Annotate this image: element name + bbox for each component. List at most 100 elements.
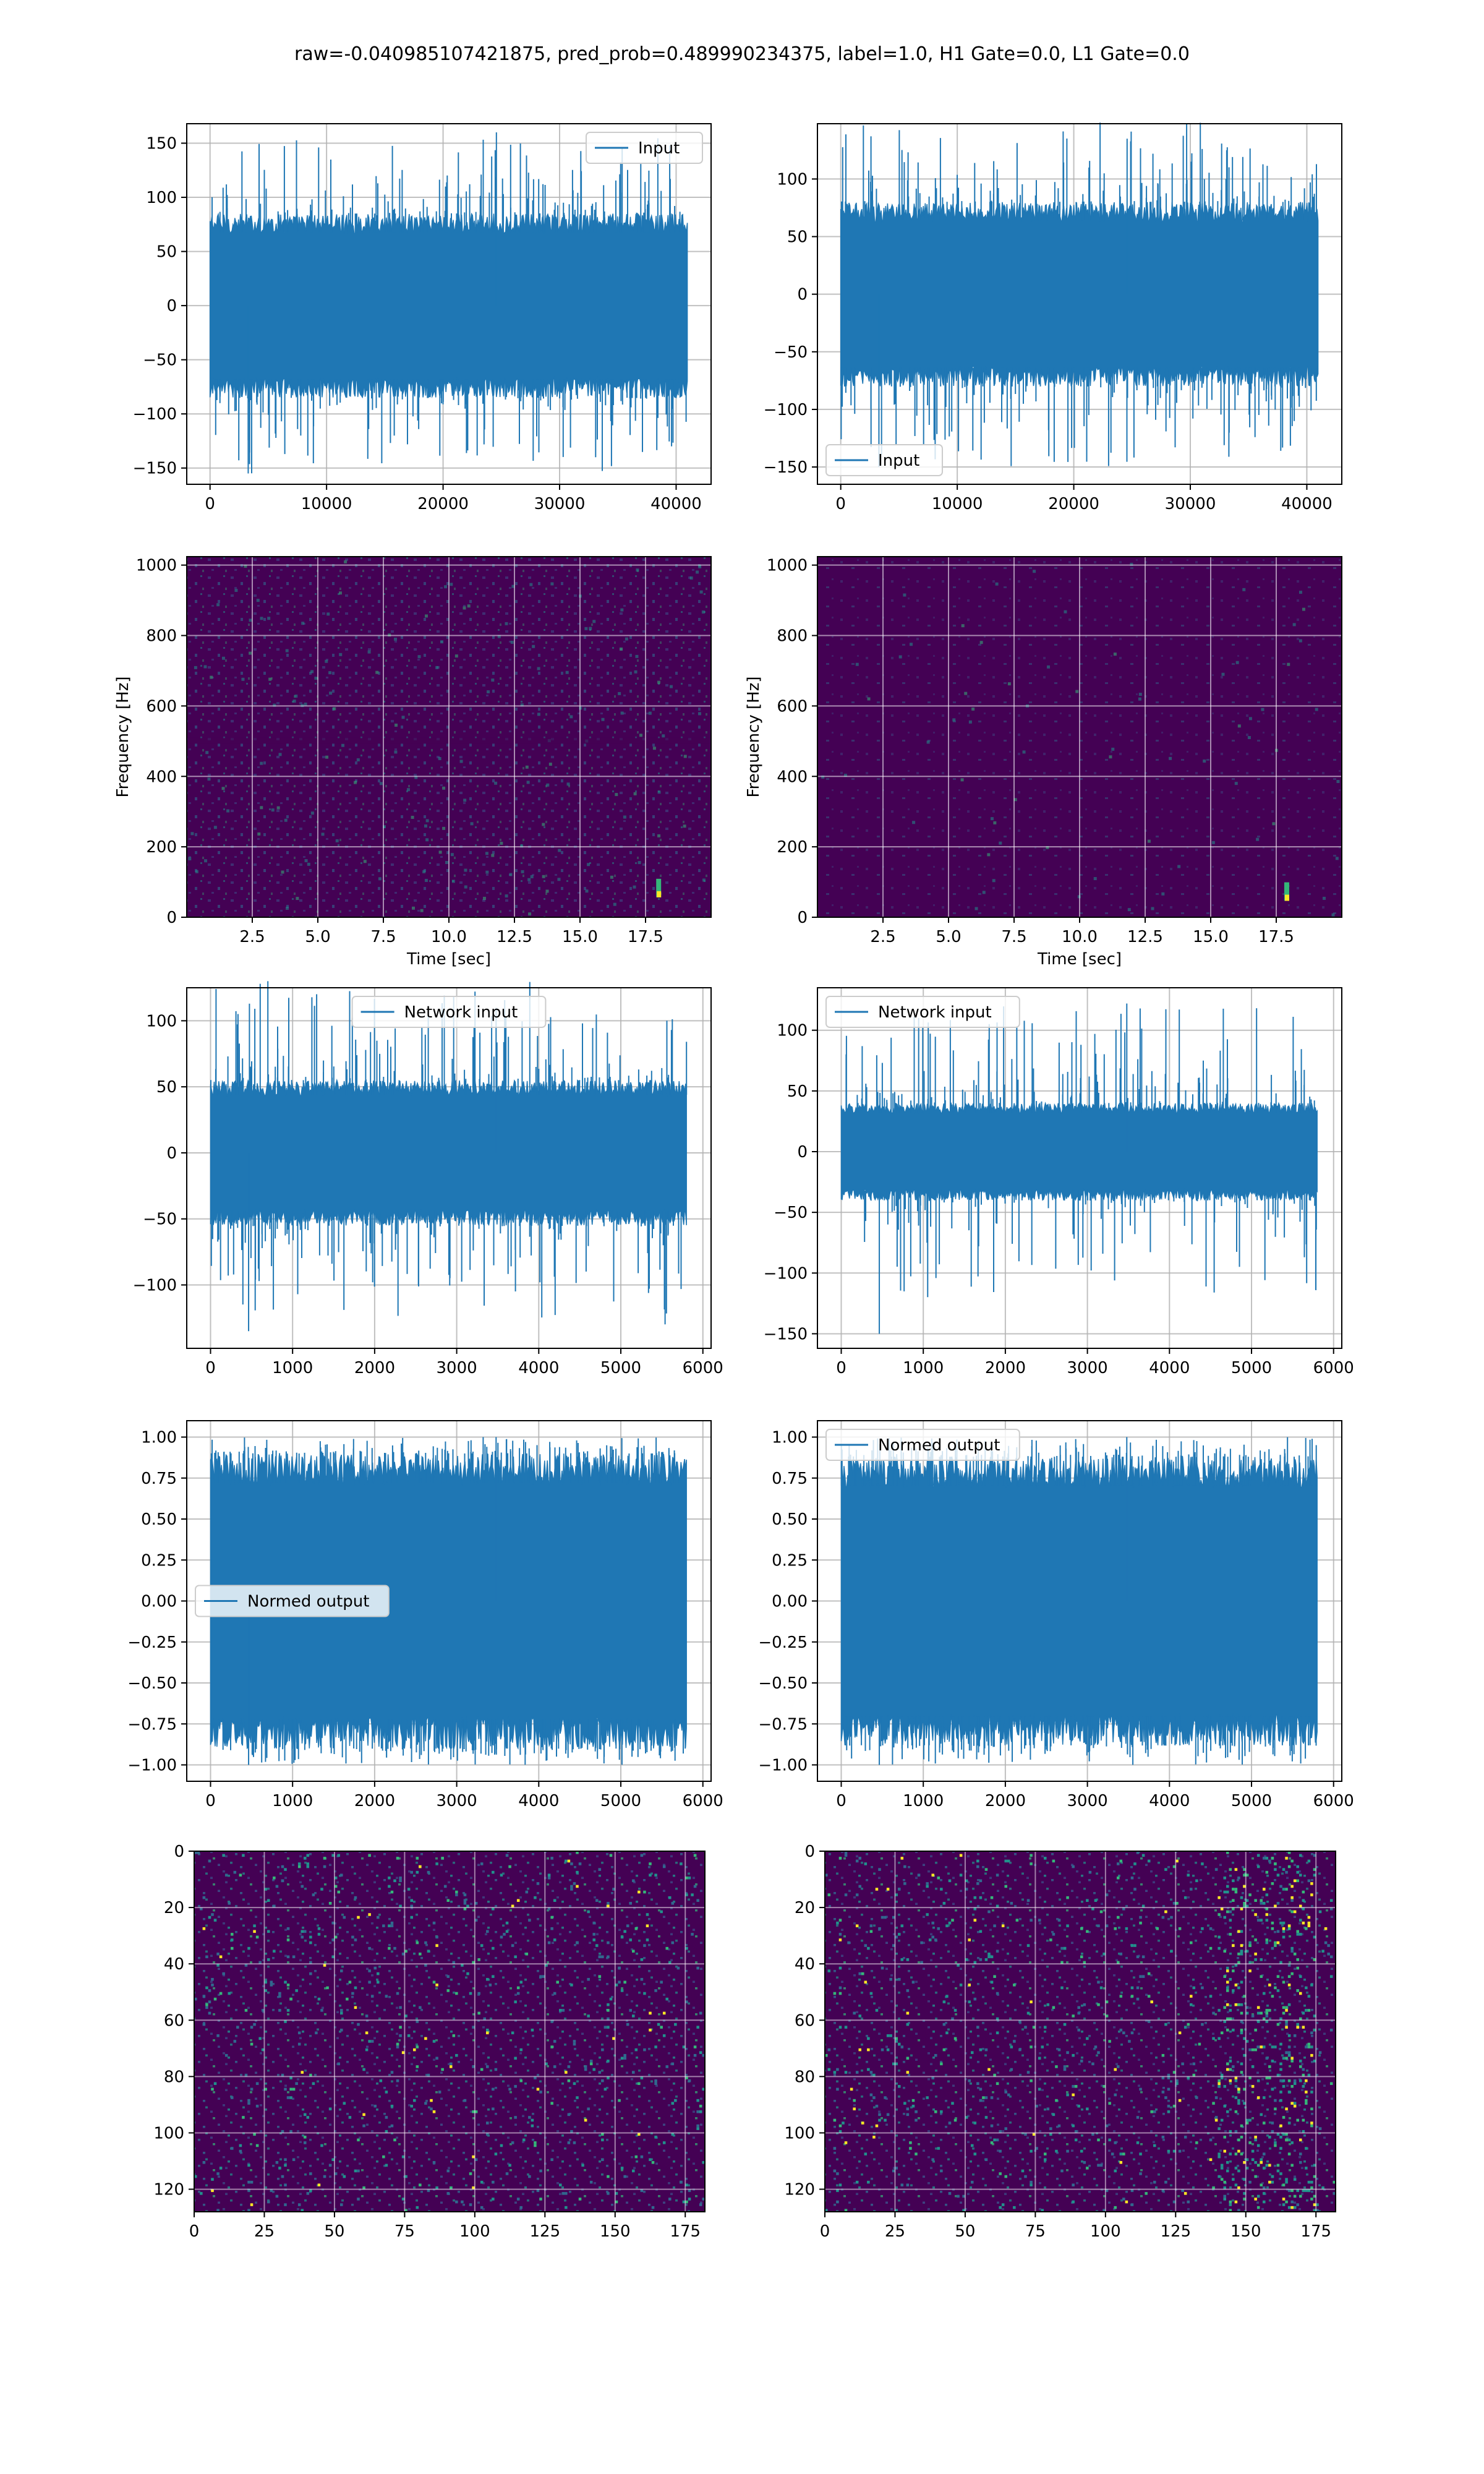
matrix-cell-bright [1256,2144,1260,2147]
matrix-cell [1263,1901,1266,1905]
y-tick-label: −0.75 [127,1715,177,1734]
spectrogram-speck [683,824,686,828]
matrix-cell [419,2006,422,2010]
x-tick-label: 12.5 [497,928,532,946]
matrix-cell [219,1955,223,1959]
matrix-cell [1041,2045,1044,2048]
matrix-cell [1279,1885,1282,1888]
x-tick-label: 40000 [1281,495,1333,513]
matrix-cell [825,1873,828,1877]
spectrogram-speck [903,593,906,597]
matrix-cell [1237,2209,1240,2212]
matrix-cell [942,2048,946,2052]
matrix-cell [623,2053,626,2057]
matrix-cell [1316,2209,1319,2212]
spectrogram-speck [566,782,570,786]
matrix-cell [357,1915,360,1919]
matrix-cell [1299,2152,1302,2155]
matrix-cell [1229,1910,1232,1914]
matrix-cell-bright [1274,1986,1277,1990]
matrix-cell [396,2042,399,2046]
matrix-cell [979,2048,983,2052]
matrix-cell [1321,2186,1324,2189]
matrix-cell [1097,2003,1100,2006]
spectrogram-speck [304,702,307,706]
spectrogram-speck [276,806,280,810]
matrix-cell [855,1924,859,1927]
matrix-cell [492,2198,495,2201]
spectrogram-speck [657,680,660,684]
matrix-cell-bright [1254,1913,1257,1916]
matrix-cell-bright [1271,1995,1274,1998]
spectrogram-speck [610,875,613,879]
matrix-cell [1161,2189,1165,2193]
matrix-cell [1248,2048,1252,2052]
spectrogram-speck [226,809,230,813]
matrix-cell [589,2062,593,2066]
matrix-cell-bright [1240,1896,1243,1899]
matrix-cell [1271,2129,1274,2133]
matrix-cell [957,2194,960,2198]
matrix-cell [680,1862,683,1865]
matrix-cell [1063,2065,1067,2068]
matrix-cell [1201,1986,1204,1990]
matrix-cell [984,2158,988,2162]
matrix-cell [390,2071,394,2074]
matrix-cell [486,1930,489,1933]
matrix-cell [492,1870,495,1874]
spectrogram-speck [550,582,554,586]
matrix-cell [634,2048,638,2052]
matrix-cell-bright [1232,1899,1235,1902]
matrix-cell [869,1992,873,1995]
matrix-cell [878,2118,881,2122]
matrix-cell [979,1958,983,1961]
matrix-cell [416,2206,419,2209]
matrix-cell [1063,2022,1067,2026]
matrix-cell [962,2209,965,2212]
matrix-cell [340,2011,343,2015]
matrix-cell [662,2011,666,2015]
matrix-cell [1044,2026,1047,2029]
matrix-cell [1318,1910,1322,1914]
matrix-cell [297,1865,301,1868]
matrix-cell [1229,2009,1232,2012]
matrix-cell [895,2167,898,2170]
matrix-cell-bright [1285,2200,1288,2204]
matrix-cell-bright [1256,2011,1260,2015]
x-tick-label: 25 [885,2222,905,2241]
matrix-cell [216,1952,220,1956]
matrix-cell [1083,2003,1086,2006]
matrix-cell-bright [1305,1927,1308,1930]
spectrogram-speck [285,649,289,653]
spectrogram-speck [294,695,298,698]
matrix-cell [607,1941,610,1945]
matrix-cell [1310,2031,1313,2035]
matrix-cell [373,1966,377,1970]
y-tick-label: −150 [764,1325,808,1343]
matrix-cell [601,2079,604,2082]
spectrogram-speck [569,715,573,719]
matrix-cell [508,2164,511,2167]
matrix-cell [979,1879,983,1883]
matrix-cell [951,2102,954,2105]
spectrogram-speck [1256,837,1260,841]
matrix-cell-bright [1313,2164,1316,2167]
matrix-cell [1263,2186,1266,2189]
matrix-cell [878,1868,881,1871]
matrix-cell [626,2022,629,2026]
matrix-cell-bright [1251,2065,1255,2068]
matrix-cell [643,2048,646,2052]
matrix-cell [1049,1938,1052,1941]
y-tick-label: −0.50 [127,1674,177,1693]
matrix-cell [1251,2085,1255,2088]
matrix-cell [231,2096,234,2099]
legend-box [586,132,703,164]
matrix-cell-bright [1232,1907,1235,1911]
spectrogram-speck [267,617,271,620]
matrix-cell [1139,2172,1142,2175]
matrix-cell [1214,2096,1218,2099]
matrix-cell [306,1865,310,1868]
matrix-cell-bright [1299,1904,1302,1908]
matrix-cell [1178,2031,1182,2035]
matrix-cell [1094,1899,1098,1902]
